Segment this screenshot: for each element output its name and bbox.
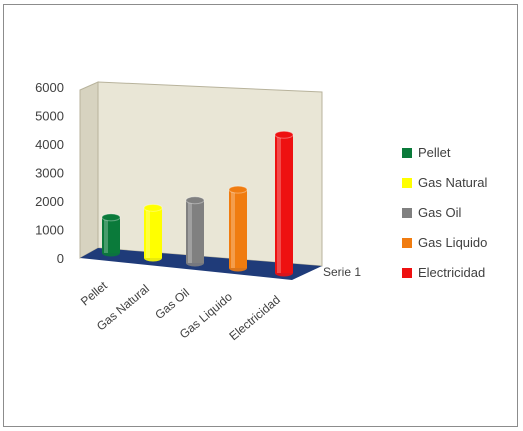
series-axis-label: Serie 1 — [323, 265, 361, 279]
y-tick-label: 4000 — [35, 137, 64, 152]
bar-gas-natural — [143, 203, 163, 262]
legend-label: Gas Oil — [418, 205, 461, 220]
legend-item: Electricidad — [402, 265, 485, 280]
y-tick-label: 0 — [57, 251, 64, 266]
legend-label: Pellet — [418, 145, 451, 160]
y-tick-label: 1000 — [35, 223, 64, 238]
legend-item: Gas Natural — [402, 175, 487, 190]
legend-swatch — [402, 268, 412, 278]
legend-label: Electricidad — [418, 265, 485, 280]
bar-electricidad — [274, 130, 294, 277]
legend-swatch — [402, 208, 412, 218]
legend-label: Gas Liquido — [418, 235, 487, 250]
bar-gas-oil — [185, 196, 205, 267]
y-tick-label: 3000 — [35, 166, 64, 181]
category-label: Pellet — [78, 278, 111, 308]
chart-frame — [3, 4, 518, 427]
y-tick-label: 2000 — [35, 194, 64, 209]
legend-item: Pellet — [402, 145, 451, 160]
y-tick-label: 5000 — [35, 109, 64, 124]
legend-swatch — [402, 238, 412, 248]
category-label: Gas Oil — [152, 286, 192, 322]
bar-pellet — [101, 213, 121, 257]
legend-item: Gas Oil — [402, 205, 461, 220]
legend-swatch — [402, 148, 412, 158]
legend-swatch — [402, 178, 412, 188]
category-label: Electricidad — [226, 293, 283, 344]
chart-left-wall — [79, 81, 99, 259]
legend-item: Gas Liquido — [402, 235, 487, 250]
bar-gas-liquido — [228, 185, 248, 272]
legend-label: Gas Natural — [418, 175, 487, 190]
y-tick-label: 6000 — [35, 80, 64, 95]
